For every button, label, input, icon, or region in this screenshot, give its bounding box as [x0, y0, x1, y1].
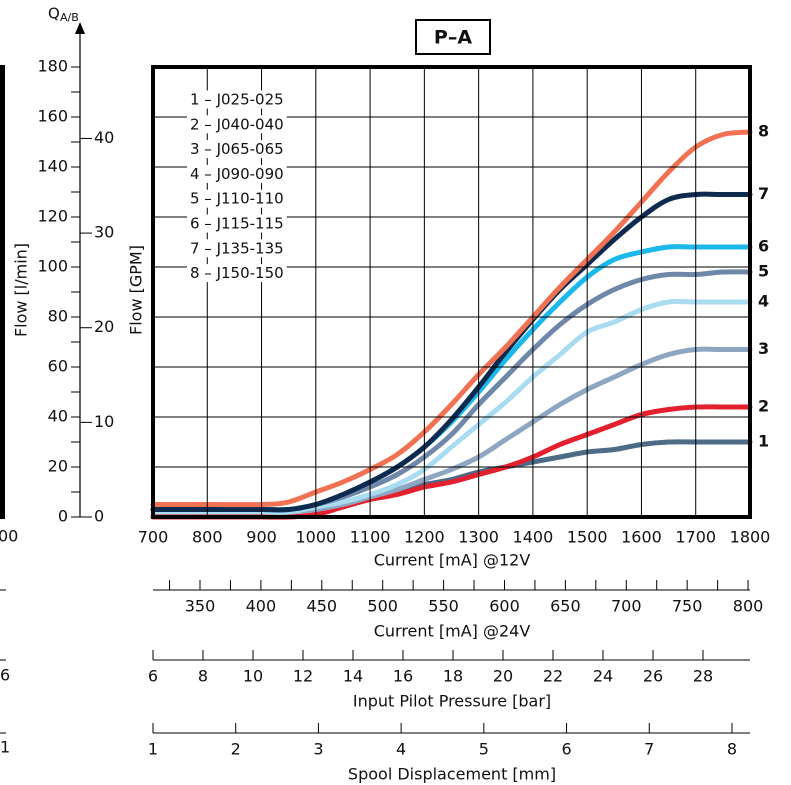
- secondary-tick-label: 4: [396, 740, 406, 759]
- secondary-tick-label: 18: [443, 667, 463, 686]
- x-tick-label: 1300: [458, 528, 499, 547]
- legend-bg: [187, 90, 287, 109]
- secondary-tick-label: 14: [343, 667, 363, 686]
- secondary-tick-label: 750: [672, 597, 703, 616]
- x-tick-label: 1800: [730, 528, 771, 547]
- secondary-tick-label: 2: [231, 740, 241, 759]
- x-tick-label: 1700: [675, 528, 716, 547]
- secondary-tick-label: 10: [243, 667, 263, 686]
- legend-bg: [187, 189, 287, 208]
- x-tick-label: 1200: [404, 528, 445, 547]
- x-axis-title: Current [mA] @12V: [374, 551, 531, 570]
- y-tick-label: 160: [37, 107, 68, 126]
- legend-entry: 8 – J150-150: [190, 264, 284, 282]
- y2-tick-label: 0: [94, 507, 104, 526]
- secondary-tick-label: 450: [307, 597, 338, 616]
- secondary-axis-title: Spool Displacement [mm]: [348, 765, 556, 784]
- y-axis-subscript: A/B: [60, 11, 79, 24]
- plot-frame: [151, 65, 752, 519]
- y2-tick-label: 40: [94, 128, 114, 147]
- line-end-label: 6: [758, 237, 769, 256]
- legend-entry: 1 – J025-025: [190, 91, 284, 109]
- y2-axis-title: Flow [GPM]: [127, 245, 146, 335]
- x-tick-label: 1000: [295, 528, 336, 547]
- chart-title: P–A: [434, 27, 472, 49]
- secondary-axis-title: Current [mA] @24V: [374, 622, 531, 641]
- y-tick-label: 120: [37, 207, 68, 226]
- legend-entry: 6 – J115-115: [190, 215, 284, 233]
- title-box: [415, 19, 491, 55]
- y-tick-label: 20: [48, 457, 68, 476]
- secondary-tick-label: 6: [148, 667, 158, 686]
- line-end-label: 4: [758, 292, 769, 311]
- line-end-label: 8: [758, 122, 769, 141]
- secondary-tick-label: 20: [493, 667, 513, 686]
- legend-entry: 2 – J040-040: [190, 115, 284, 133]
- secondary-tick-label: 28: [693, 667, 713, 686]
- secondary-tick-label: 16: [393, 667, 413, 686]
- legend-bg: [187, 214, 287, 233]
- secondary-tick-label: 26: [643, 667, 663, 686]
- secondary-tick-label: 12: [293, 667, 313, 686]
- secondary-tick-label: 650: [550, 597, 581, 616]
- y-axis-symbol: Q: [48, 5, 60, 23]
- line-end-label: 1: [758, 432, 769, 451]
- y-tick-label: 60: [48, 357, 68, 376]
- line-end-label: 5: [758, 262, 769, 281]
- legend-bg: [187, 164, 287, 183]
- x-tick-label: 1500: [567, 528, 608, 547]
- secondary-tick-label: 500: [367, 597, 398, 616]
- secondary-tick-label: 800: [733, 597, 764, 616]
- left-fragment-frame: [0, 65, 5, 519]
- legend-bg: [187, 140, 287, 159]
- secondary-tick-label: 5: [479, 740, 489, 759]
- secondary-tick-label: 3: [313, 740, 323, 759]
- axis-arrow: [75, 22, 85, 34]
- x-tick-label: 1400: [513, 528, 554, 547]
- legend-bg: [187, 115, 287, 134]
- secondary-tick-label: 400: [246, 597, 277, 616]
- fragment-label: 6: [0, 666, 10, 685]
- x-tick-label: 700: [138, 528, 169, 547]
- line-end-label: 7: [758, 184, 769, 203]
- line-end-label: 2: [758, 397, 769, 416]
- x-tick-label: 1600: [621, 528, 662, 547]
- x-tick-label: 1100: [350, 528, 391, 547]
- y-axis-title: Flow [l/min]: [12, 243, 31, 337]
- y-tick-label: 180: [37, 57, 68, 76]
- y-tick-label: 100: [37, 257, 68, 276]
- y-tick-label: 140: [37, 157, 68, 176]
- secondary-tick-label: 350: [185, 597, 216, 616]
- legend-entry: 3 – J065-065: [190, 140, 284, 158]
- y2-tick-label: 20: [94, 317, 114, 336]
- secondary-tick-label: 24: [593, 667, 613, 686]
- fragment-label: 1: [0, 738, 10, 757]
- y2-tick-label: 30: [94, 223, 114, 242]
- secondary-tick-label: 22: [543, 667, 563, 686]
- y-tick-label: 80: [48, 307, 68, 326]
- legend-entry: 7 – J135-135: [190, 239, 284, 257]
- legend-entry: 5 – J110-110: [190, 190, 284, 208]
- secondary-tick-label: 550: [428, 597, 459, 616]
- y-tick-label: 0: [58, 507, 68, 526]
- secondary-axis-title: Input Pilot Pressure [bar]: [353, 692, 551, 711]
- fragment-label: 00: [0, 527, 18, 546]
- legend-entry: 4 – J090-090: [190, 165, 284, 183]
- x-tick-label: 800: [192, 528, 223, 547]
- secondary-tick-label: 8: [198, 667, 208, 686]
- y2-tick-label: 10: [94, 412, 114, 431]
- x-tick-label: 900: [246, 528, 277, 547]
- secondary-tick-label: 8: [727, 740, 737, 759]
- secondary-tick-label: 7: [644, 740, 654, 759]
- secondary-tick-label: 700: [611, 597, 642, 616]
- legend-bg: [187, 239, 287, 258]
- line-end-label: 3: [758, 339, 769, 358]
- secondary-tick-label: 600: [489, 597, 520, 616]
- y-tick-label: 40: [48, 407, 68, 426]
- secondary-tick-label: 6: [561, 740, 571, 759]
- legend-bg: [187, 264, 287, 283]
- secondary-tick-label: 1: [148, 740, 158, 759]
